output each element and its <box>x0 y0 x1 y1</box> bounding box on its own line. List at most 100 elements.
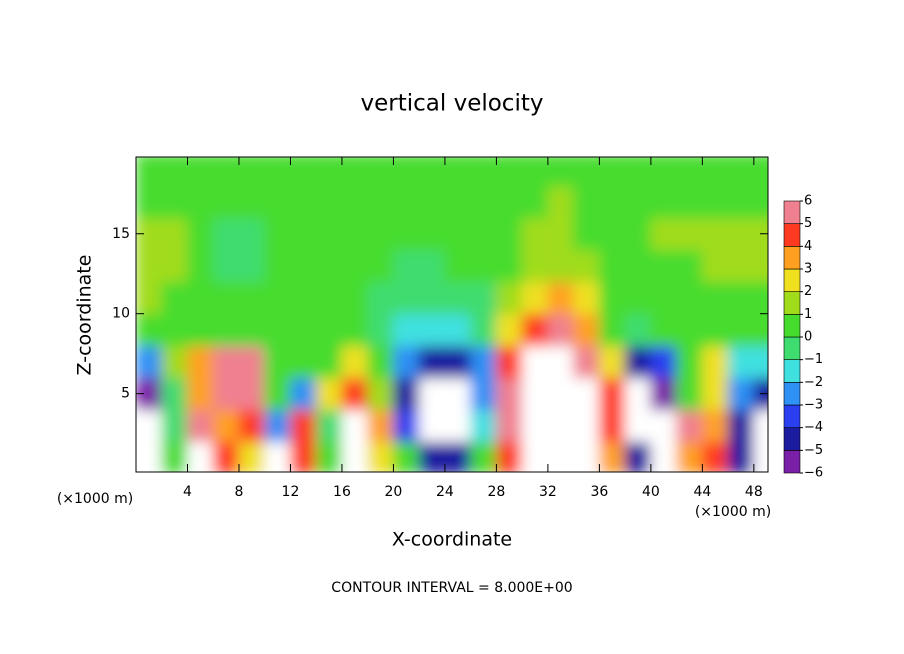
cell <box>238 157 266 187</box>
cell <box>521 217 549 251</box>
colorbar-label: −3 <box>804 398 823 413</box>
cell <box>701 377 729 411</box>
cell <box>676 185 703 219</box>
cell <box>470 249 497 283</box>
colorbar-label: 5 <box>804 216 812 231</box>
cell <box>161 281 188 315</box>
cell <box>341 185 369 219</box>
cell <box>547 185 575 219</box>
cell <box>495 377 523 411</box>
colorbar-label: −4 <box>804 420 823 435</box>
cell <box>753 185 768 219</box>
colorbar-label: −5 <box>804 443 823 458</box>
cell <box>264 313 291 347</box>
cell <box>264 185 291 219</box>
cell <box>676 313 703 347</box>
colorbar-swatch <box>783 200 801 224</box>
cell <box>598 313 626 347</box>
cell <box>392 377 420 411</box>
cell <box>521 345 549 379</box>
cell <box>444 313 472 347</box>
cell <box>650 249 678 283</box>
colorbar-swatch <box>783 246 801 270</box>
cell <box>521 281 549 315</box>
y-tick-label: 5 <box>121 386 130 402</box>
cell <box>315 281 343 315</box>
cell <box>573 377 600 411</box>
cell <box>701 217 729 251</box>
cell <box>238 217 266 251</box>
cell <box>470 377 497 411</box>
x-tick-label: 16 <box>333 484 351 500</box>
cell <box>238 281 266 315</box>
colorbar-label: 4 <box>804 239 812 254</box>
cell <box>727 313 755 347</box>
cell <box>753 409 768 443</box>
cell <box>264 441 291 472</box>
cell <box>521 377 549 411</box>
cell <box>392 441 420 472</box>
colorbar-swatch <box>783 382 801 406</box>
cell <box>264 377 291 411</box>
cell <box>547 313 575 347</box>
cell <box>521 313 549 347</box>
field-clip <box>136 157 768 472</box>
cell <box>341 281 369 315</box>
colorbar-swatch <box>783 359 801 383</box>
cell <box>701 281 729 315</box>
cell <box>238 185 266 219</box>
cell <box>341 249 369 283</box>
cell <box>161 157 188 187</box>
cell <box>264 217 291 251</box>
cell <box>495 313 523 347</box>
cell <box>521 441 549 472</box>
cell <box>547 441 575 472</box>
x-tick-label: 8 <box>235 484 244 500</box>
cell <box>444 377 472 411</box>
cell <box>547 377 575 411</box>
cell <box>289 345 317 379</box>
cell <box>598 345 626 379</box>
cell <box>676 345 703 379</box>
cell <box>573 249 600 283</box>
cell <box>650 313 678 347</box>
cell <box>289 377 317 411</box>
cell <box>392 281 420 315</box>
cell <box>701 185 729 219</box>
cell <box>753 157 768 187</box>
x-tick-label: 44 <box>693 484 711 500</box>
cell <box>495 217 523 251</box>
cell <box>521 185 549 219</box>
cell <box>392 249 420 283</box>
cell <box>598 157 626 187</box>
cell <box>753 281 768 315</box>
cell <box>186 313 214 347</box>
colorbar-label: 0 <box>804 330 812 345</box>
cell <box>521 249 549 283</box>
cell <box>547 409 575 443</box>
cell <box>186 377 214 411</box>
cell <box>367 377 394 411</box>
cell <box>289 409 317 443</box>
cell <box>598 185 626 219</box>
cell <box>547 249 575 283</box>
cell <box>573 217 600 251</box>
cell <box>392 217 420 251</box>
cell <box>470 185 497 219</box>
cell <box>444 217 472 251</box>
colorbar-swatch <box>783 450 801 474</box>
cell <box>444 345 472 379</box>
cell <box>136 345 163 379</box>
cell <box>444 185 472 219</box>
cell <box>598 249 626 283</box>
cell <box>547 217 575 251</box>
y-tick-label: 15 <box>112 226 130 242</box>
x-axis-label: X-coordinate <box>392 529 512 551</box>
cell <box>315 441 343 472</box>
cell <box>624 217 652 251</box>
cell <box>521 157 549 187</box>
cell <box>264 409 291 443</box>
cell <box>495 281 523 315</box>
cell <box>495 441 523 472</box>
